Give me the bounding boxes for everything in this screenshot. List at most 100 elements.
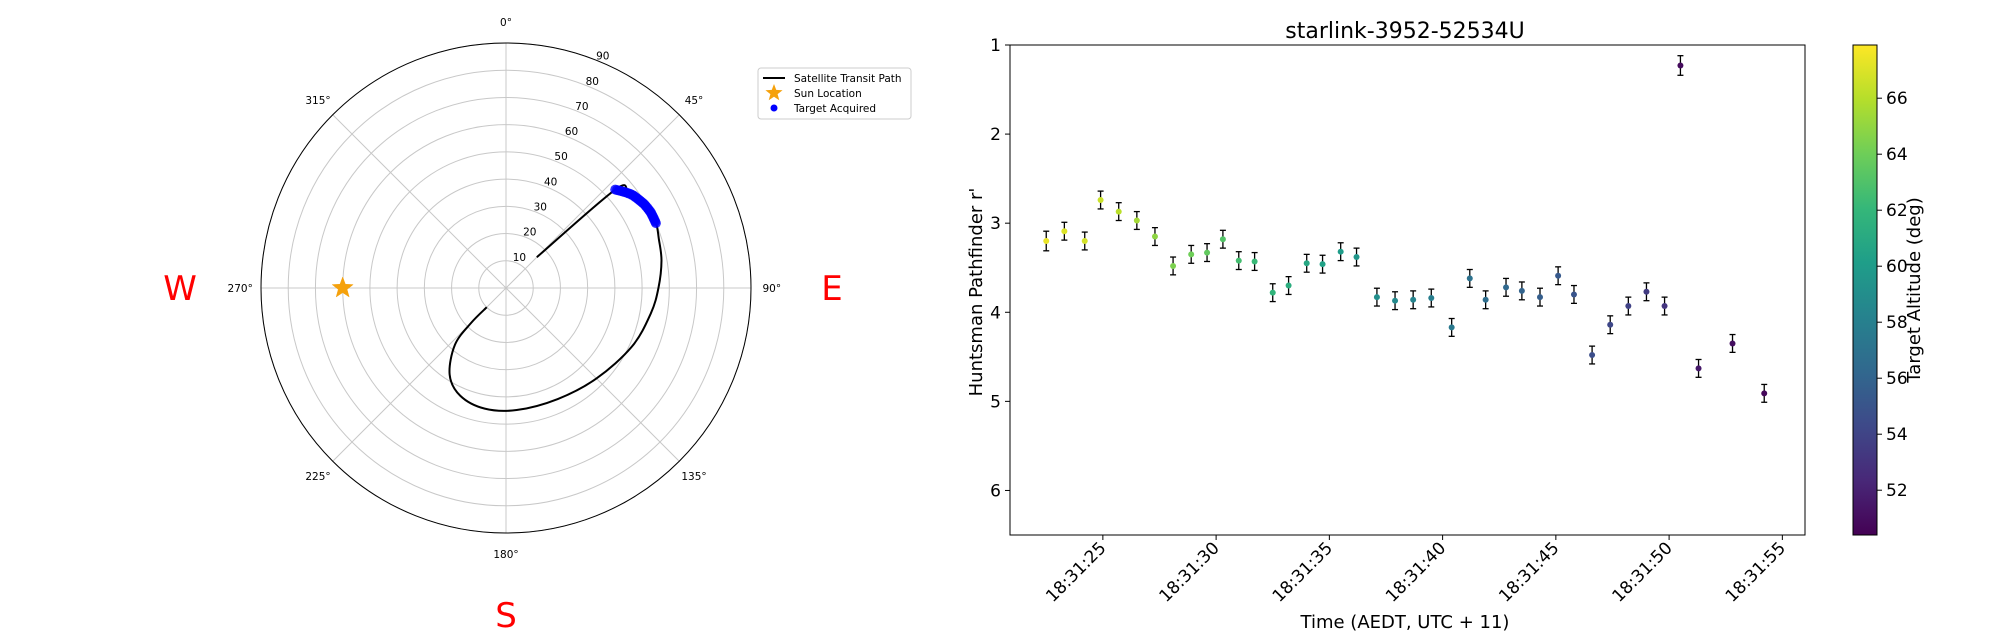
polar-angle-label: 225° — [305, 471, 330, 483]
data-point — [1677, 62, 1684, 69]
polar-angle-label: 45° — [685, 95, 704, 107]
data-point — [1518, 287, 1525, 294]
colorbar-tick-label: 66 — [1886, 89, 1908, 109]
x-tick-label: 18:31:50 — [1609, 538, 1677, 606]
y-axis-ticks: 1 2 3 4 5 6 — [990, 36, 1010, 501]
colorbar-tick-label: 52 — [1886, 481, 1908, 501]
data-point — [1661, 303, 1668, 310]
data-point — [1285, 282, 1292, 289]
data-point — [1589, 352, 1596, 359]
cardinal-label-east: E — [821, 269, 842, 309]
polar-spoke-45 — [505, 114, 680, 289]
data-point — [1043, 238, 1050, 244]
polar-radial-label: 90 — [596, 51, 609, 63]
colorbar-label: Target Altitude (deg) — [1904, 197, 1925, 383]
data-point — [1097, 197, 1104, 204]
data-point — [1410, 296, 1417, 303]
data-point — [1570, 291, 1577, 298]
data-point — [1204, 249, 1211, 256]
data-point — [1729, 340, 1736, 347]
polar-radial-label: 60 — [565, 126, 578, 138]
polar-radial-label: 30 — [534, 202, 547, 214]
y-tick-label: 6 — [990, 481, 1001, 501]
data-point — [1170, 262, 1177, 269]
data-point — [1448, 324, 1455, 331]
polar-radial-label: 20 — [523, 227, 536, 239]
data-point — [1133, 217, 1140, 224]
colorbar-tick-label: 54 — [1886, 425, 1908, 445]
data-point — [1607, 321, 1614, 328]
x-axis-label: Time (AEDT, UTC + 11) — [1300, 612, 1510, 633]
data-point — [1319, 261, 1326, 268]
polar-angle-labels: 0° 45° 90° 135° 180° 225° 270° 315° — [228, 17, 782, 561]
polar-radial-label: 40 — [544, 176, 557, 188]
data-point — [1303, 260, 1310, 267]
legend-target-label: Target Acquired — [793, 103, 876, 115]
x-tick-label: 18:31:25 — [1042, 538, 1110, 606]
legend-target-swatch — [770, 104, 778, 112]
cardinal-label-west: W — [163, 269, 197, 309]
colorbar-tick-label: 62 — [1886, 201, 1908, 221]
satellite-transit-path — [448, 184, 663, 412]
x-tick-label: 18:31:35 — [1269, 538, 1337, 606]
data-point — [1188, 251, 1195, 258]
polar-radial-label: 80 — [586, 76, 599, 88]
polar-angle-label: 135° — [681, 471, 706, 483]
x-tick-label: 18:31:40 — [1382, 538, 1450, 606]
data-point — [1115, 208, 1122, 215]
polar-radial-label: 50 — [554, 151, 567, 163]
data-point — [1151, 233, 1158, 240]
data-point — [1392, 297, 1399, 304]
polar-spoke-315 — [332, 114, 507, 289]
y-tick-label: 3 — [990, 214, 1001, 234]
legend-sun-label: Sun Location — [794, 88, 862, 100]
polar-angle-label: 315° — [305, 95, 330, 107]
legend-path-label: Satellite Transit Path — [794, 73, 902, 85]
polar-grid-spokes — [261, 43, 751, 533]
polar-radial-label: 10 — [513, 252, 526, 264]
polar-angle-label: 90° — [762, 283, 781, 295]
sun-location-star-icon — [331, 276, 354, 298]
colorbar-tick-label: 64 — [1886, 145, 1908, 165]
lightcurve-points — [1043, 55, 1768, 403]
y-tick-label: 5 — [990, 392, 1001, 412]
polar-sky-plot: 0° 45° 90° 135° 180° 225° 270° 315° 10 20 30 40 50 6… — [163, 17, 912, 636]
colorbar-tick-label: 60 — [1886, 257, 1908, 277]
data-point — [1061, 228, 1068, 235]
lightcurve-axes-frame — [1009, 44, 1806, 536]
data-point — [1235, 257, 1242, 264]
cardinal-label-south: S — [495, 596, 517, 636]
data-point — [1761, 390, 1768, 397]
data-point — [1503, 284, 1510, 291]
y-tick-label: 2 — [990, 125, 1001, 145]
data-point — [1695, 365, 1702, 372]
polar-legend: Satellite Transit Path Sun Location Targ… — [757, 67, 912, 120]
data-point — [1251, 258, 1258, 265]
legend-frame — [757, 67, 912, 120]
polar-angle-label: 180° — [493, 549, 518, 561]
colorbar-tick-label: 58 — [1886, 313, 1908, 333]
target-acquired-points — [610, 184, 661, 229]
target-acquired-point — [650, 218, 661, 229]
colorbar — [1852, 44, 1878, 536]
y-axis-label: Huntsman Pathfinder r' — [966, 188, 987, 397]
polar-spoke-135 — [505, 287, 680, 462]
x-tick-label: 18:31:55 — [1722, 538, 1790, 606]
legend-sun-star-icon — [765, 84, 783, 101]
chart-title: starlink-3952-52534U — [1285, 19, 1524, 44]
data-point — [1643, 288, 1650, 295]
polar-angle-label: 270° — [228, 283, 253, 295]
x-tick-label: 18:31:30 — [1156, 538, 1224, 606]
data-point — [1537, 294, 1543, 301]
data-point — [1555, 272, 1562, 279]
polar-radial-label: 70 — [575, 101, 588, 113]
data-point — [1466, 275, 1473, 282]
data-point — [1353, 254, 1360, 261]
data-point — [1337, 248, 1344, 255]
colorbar-ticks: 52 54 56 58 60 62 64 66 — [1877, 89, 1908, 501]
x-tick-label: 18:31:45 — [1495, 538, 1563, 606]
data-point — [1428, 295, 1435, 302]
data-point — [1219, 236, 1226, 243]
